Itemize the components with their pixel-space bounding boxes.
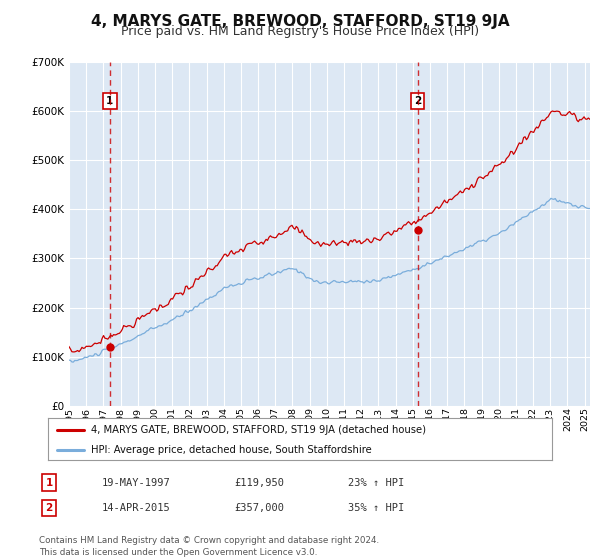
Text: 2: 2	[414, 96, 421, 106]
Text: Price paid vs. HM Land Registry's House Price Index (HPI): Price paid vs. HM Land Registry's House …	[121, 25, 479, 38]
Text: HPI: Average price, detached house, South Staffordshire: HPI: Average price, detached house, Sout…	[91, 445, 371, 455]
Text: £357,000: £357,000	[234, 503, 284, 513]
Text: 23% ↑ HPI: 23% ↑ HPI	[348, 478, 404, 488]
Text: 1: 1	[106, 96, 113, 106]
Text: 14-APR-2015: 14-APR-2015	[102, 503, 171, 513]
Text: 1: 1	[46, 478, 53, 488]
Text: 2: 2	[46, 503, 53, 513]
Text: 4, MARYS GATE, BREWOOD, STAFFORD, ST19 9JA (detached house): 4, MARYS GATE, BREWOOD, STAFFORD, ST19 9…	[91, 424, 426, 435]
Text: 19-MAY-1997: 19-MAY-1997	[102, 478, 171, 488]
Text: 35% ↑ HPI: 35% ↑ HPI	[348, 503, 404, 513]
Text: 4, MARYS GATE, BREWOOD, STAFFORD, ST19 9JA: 4, MARYS GATE, BREWOOD, STAFFORD, ST19 9…	[91, 14, 509, 29]
Text: £119,950: £119,950	[234, 478, 284, 488]
Text: Contains HM Land Registry data © Crown copyright and database right 2024.
This d: Contains HM Land Registry data © Crown c…	[39, 536, 379, 557]
